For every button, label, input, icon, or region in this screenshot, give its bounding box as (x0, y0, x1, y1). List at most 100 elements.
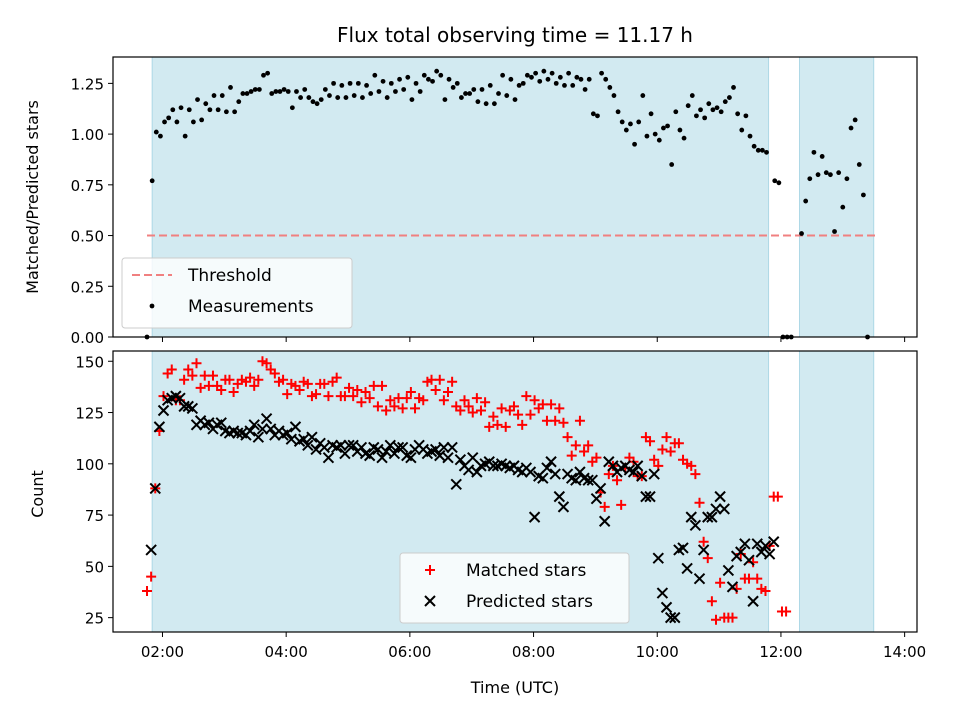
legend-label: Threshold (187, 266, 272, 286)
data-point (657, 444, 668, 455)
data-point (475, 99, 481, 105)
data-point (677, 127, 683, 133)
data-point (149, 482, 161, 495)
data-point (644, 490, 656, 503)
data-point (302, 378, 313, 389)
x-tick-label: 12:00 (759, 643, 802, 661)
data-point (426, 76, 431, 82)
data-point (706, 596, 717, 607)
x-tick-label: 08:00 (512, 643, 555, 661)
data-point (739, 538, 751, 550)
data-point (376, 89, 382, 94)
data-point (516, 83, 522, 88)
data-point (265, 70, 271, 76)
data-point (281, 427, 293, 439)
data-point (599, 70, 604, 76)
x-tick-label: 06:00 (388, 643, 431, 661)
plot-frame (112, 350, 918, 633)
data-point (174, 119, 180, 125)
data-point (660, 601, 673, 614)
data-point (727, 612, 738, 623)
data-point (706, 511, 718, 523)
data-point (434, 449, 446, 462)
y-tick-label: 0.00 (71, 329, 104, 347)
data-point (751, 143, 757, 149)
data-point (747, 595, 759, 607)
data-point (557, 74, 563, 80)
data-point (298, 95, 303, 100)
data-point (537, 472, 549, 484)
y-tick-label: 0.50 (71, 228, 104, 246)
data-point (322, 451, 335, 464)
data-point (828, 172, 833, 178)
data-point (844, 176, 850, 182)
y-tick-label: 1.00 (71, 126, 104, 144)
data-point (355, 80, 361, 86)
data-point (430, 78, 435, 84)
data-point (158, 133, 163, 139)
data-point (752, 573, 763, 584)
data-point (260, 412, 273, 425)
data-point (685, 511, 697, 523)
data-point (318, 441, 331, 454)
data-point (644, 133, 650, 139)
data-point (462, 464, 475, 476)
data-point (232, 109, 238, 115)
data-point (166, 115, 172, 121)
data-point (401, 87, 407, 92)
data-point (566, 450, 577, 461)
data-point (545, 456, 557, 468)
data-point (697, 544, 710, 556)
data-point (693, 572, 706, 585)
data-point (656, 137, 662, 143)
data-point (755, 546, 768, 558)
data-point (586, 76, 592, 82)
data-point (430, 384, 441, 395)
data-point (389, 401, 400, 412)
data-point (681, 135, 687, 141)
data-point (557, 501, 570, 513)
data-point (249, 380, 260, 391)
data-point (616, 499, 627, 510)
data-point (278, 374, 289, 385)
data-point (623, 127, 629, 133)
data-point (446, 76, 452, 82)
data-point (265, 423, 277, 435)
y-tick-label: 150 (75, 353, 104, 371)
data-point (244, 91, 250, 96)
data-point (252, 87, 258, 92)
data-point (686, 460, 697, 471)
data-point (524, 72, 530, 78)
data-point (454, 80, 460, 86)
data-point (381, 405, 392, 416)
shaded-interval (799, 351, 874, 632)
data-point (352, 384, 363, 395)
data-point (297, 433, 310, 445)
data-point (454, 454, 467, 466)
data-point (364, 83, 369, 88)
data-point (421, 72, 427, 78)
data-point (710, 107, 716, 113)
data-point (611, 93, 617, 98)
data-point (384, 439, 396, 452)
data-point (405, 387, 416, 398)
data-point (590, 111, 596, 117)
data-point (529, 74, 534, 80)
data-point (348, 391, 359, 402)
data-point (417, 89, 423, 94)
data-point (145, 544, 157, 556)
data-point (645, 436, 656, 447)
data-point (706, 101, 712, 107)
y-tick-label: 125 (75, 405, 104, 423)
data-point (612, 475, 623, 486)
data-point (207, 107, 213, 113)
data-point (673, 438, 684, 449)
data-point (294, 384, 305, 395)
data-point (376, 451, 388, 464)
x-tick-label: 04:00 (265, 643, 308, 661)
data-point (318, 97, 324, 103)
legend-box (399, 552, 630, 624)
data-point (372, 401, 383, 412)
data-point (582, 474, 594, 486)
data-point (714, 105, 720, 111)
